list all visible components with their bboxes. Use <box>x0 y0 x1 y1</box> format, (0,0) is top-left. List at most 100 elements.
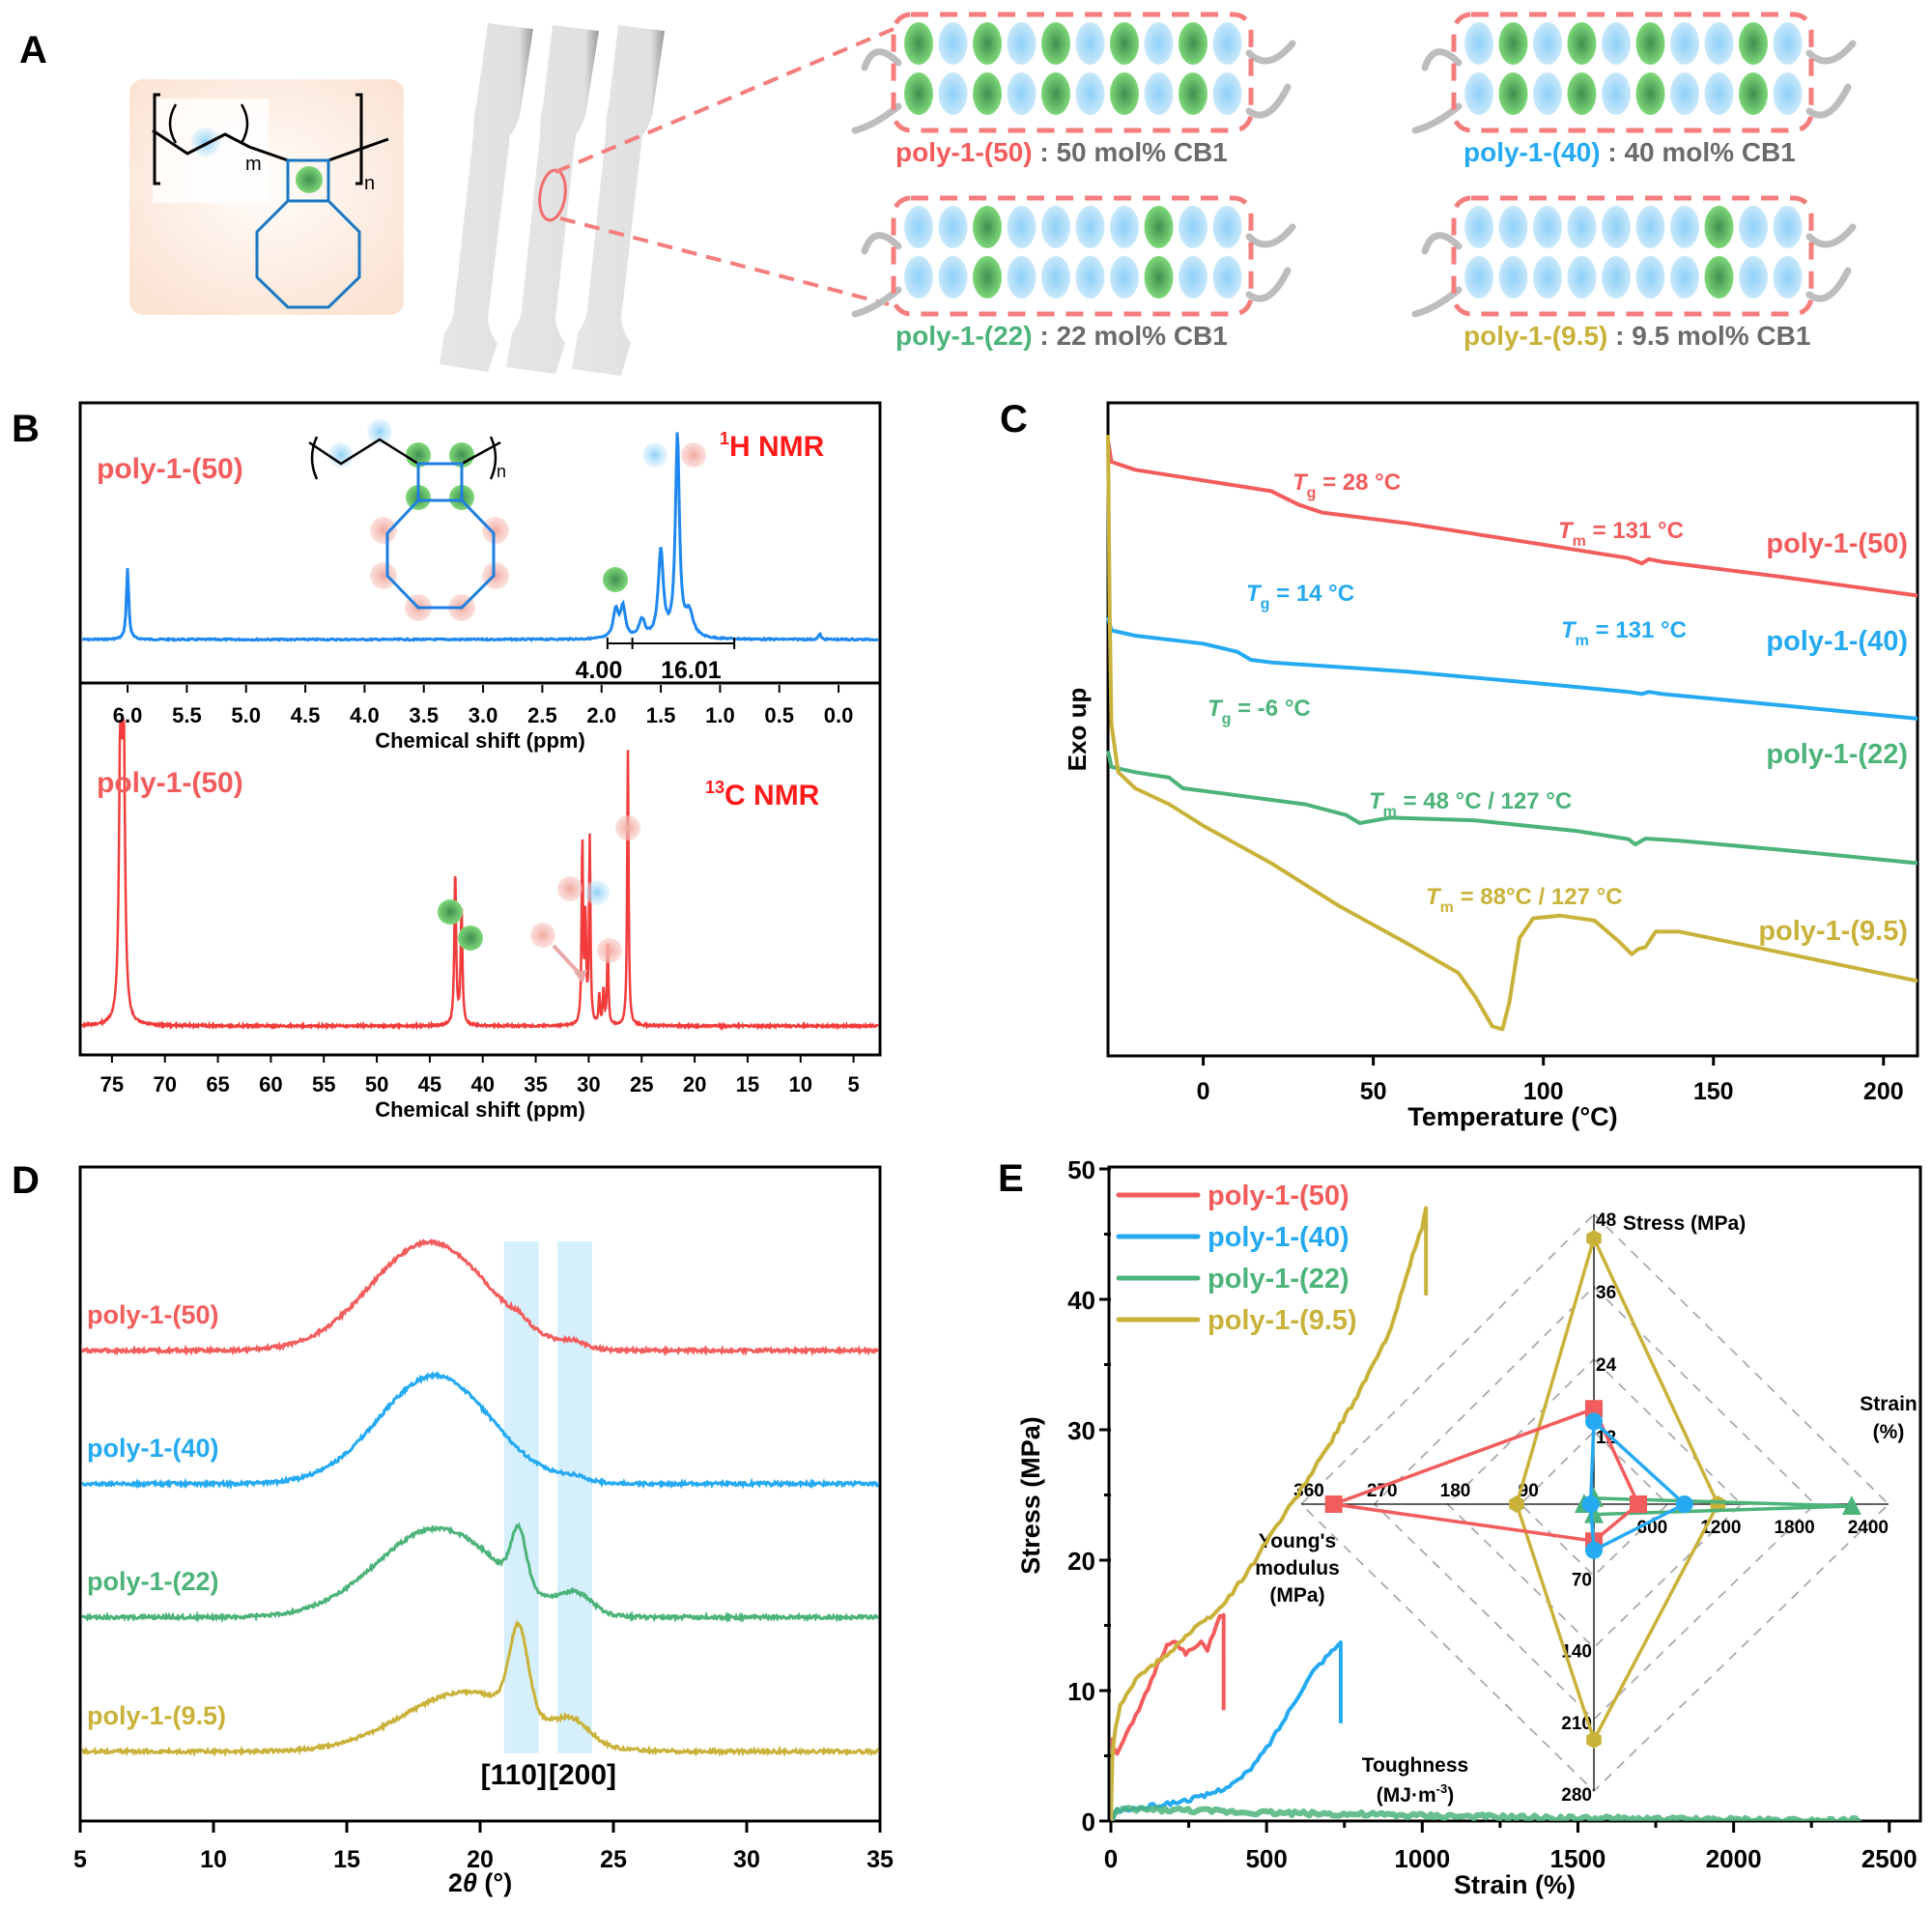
dsc-tm-annotation: Tm = 48 °C / 127 °C <box>1369 788 1572 820</box>
dsc-tg-annotation: Tg = -6 °C <box>1208 696 1311 727</box>
chain-desc: : 40 mol% CB1 <box>1601 137 1796 167</box>
cb1-unit-green <box>1567 22 1597 65</box>
chain-box-1: poly-1-(50) : 50 mol% CB1 <box>851 12 1296 167</box>
ethylene-unit-blue <box>1602 206 1631 248</box>
ethylene-unit-blue <box>1670 72 1699 115</box>
tg-subscript: g <box>1261 596 1270 612</box>
ethylene-unit-blue <box>1635 206 1665 248</box>
chain-name: poly-1-(40) <box>1463 137 1601 167</box>
ethylene-unit-blue <box>1075 72 1105 115</box>
chain-tail <box>861 232 902 255</box>
chain-tail <box>1411 286 1463 318</box>
integral-value-2: 16.01 <box>661 657 722 684</box>
c13-x-tick-label: 15 <box>736 1072 759 1096</box>
panel-c-dsc: 0 50 100 150 200 Temperature (°C) Exo up pol… <box>1063 401 1919 1131</box>
ethylene-unit-blue <box>904 256 933 299</box>
tm-value: = 48 °C / 127 °C <box>1397 788 1572 814</box>
ss-x-tick-label: 1000 <box>1394 1844 1450 1873</box>
cb1-unit-green <box>1567 72 1597 115</box>
dsc-series-label: poly-1-(40) <box>1766 626 1908 657</box>
radar-strain-axis-label: Strain <box>1860 1393 1918 1415</box>
tm-symbol: T <box>1561 617 1577 643</box>
radar-marker-poly-1-(40) <box>1585 1412 1603 1431</box>
ss-y-tick-label: 20 <box>1067 1547 1095 1576</box>
radar-toughness-tick: 140 <box>1561 1642 1592 1663</box>
cb1-unit-green <box>1179 22 1208 65</box>
chain-desc: : 22 mol% CB1 <box>1033 321 1228 351</box>
c13-x-tick-label: 60 <box>259 1072 282 1096</box>
tm-value: = 88°C / 127 °C <box>1454 884 1623 910</box>
dsc-tm-annotation: Tm = 131 °C <box>1558 518 1684 550</box>
ethylene-unit-blue <box>938 22 968 65</box>
h1-repeat-n: n <box>497 462 506 481</box>
panel-b-nmr: 4.00 16.01 6.0 5.5 5.0 4.5 4.0 3.5 3.0 2.5 2.0 1.5… <box>78 401 882 1122</box>
dsc-x-tick-label: 200 <box>1863 1078 1904 1105</box>
xrd-x-tick-label: 10 <box>200 1846 227 1873</box>
c13-marker-green-1 <box>438 899 463 925</box>
stress-strain-line-poly-1-(9.5) <box>1111 1206 1429 1821</box>
cb1-unit-green <box>1635 72 1665 115</box>
chain-tail <box>861 48 902 71</box>
c13-sample-label: poly-1-(50) <box>97 767 243 799</box>
tm-symbol: T <box>1369 788 1385 814</box>
ethylene-unit-blue <box>1704 72 1734 115</box>
cb1-unit-green <box>973 72 1002 115</box>
ss-y-tick-label: 40 <box>1067 1286 1095 1315</box>
c13-marker-green-2 <box>458 925 483 951</box>
h1-structure-inset: n <box>308 419 509 621</box>
h1-nmr-title: 1H NMR <box>720 429 825 463</box>
stress-strain-line-poly-1-(22) <box>1111 1805 1862 1821</box>
ethylene-unit-blue <box>1773 22 1803 65</box>
panel-a: m n poly-1-(50) : 50 mol% CB1 poly-1-(40)… <box>129 12 1857 376</box>
stress-strain-line-poly-1-(50) <box>1111 1612 1226 1756</box>
h1-marker-green <box>603 567 628 592</box>
radar-toughness-tick: 280 <box>1561 1785 1592 1806</box>
h1-marker-pink <box>681 442 706 468</box>
repeat-m-label: m <box>245 154 262 175</box>
cb1-unit-green <box>1179 72 1208 115</box>
h1-x-axis-title: Chemical shift (ppm) <box>375 728 585 753</box>
xrd-x-tick-label: 15 <box>333 1846 360 1873</box>
ss-x-tick-label: 0 <box>1104 1844 1118 1873</box>
dsc-line-poly-1-(22) <box>1106 750 1918 866</box>
chain-box-4: poly-1-(9.5) : 9.5 mol% CB1 <box>1411 195 1857 351</box>
ethylene-unit-blue <box>1075 206 1105 248</box>
cb1-unit-green <box>904 22 933 65</box>
panel-letter-b: B <box>12 408 40 450</box>
chain-label-3: poly-1-(22) : 22 mol% CB1 <box>895 321 1228 351</box>
dsc-tm-annotation: Tm = 131 °C <box>1561 617 1687 649</box>
radar-polygon-poly-1-(9.5) <box>1515 1237 1720 1742</box>
dsc-x-tick-label: 150 <box>1693 1078 1734 1105</box>
chain-tail <box>851 286 902 318</box>
cb1-unit-green <box>1041 72 1070 115</box>
radar-stress-tick: 48 <box>1596 1210 1616 1231</box>
chain-tail <box>1421 48 1463 71</box>
xrd-x-tick-label: 20 <box>467 1846 494 1873</box>
repeat-n-label: n <box>364 173 375 194</box>
c13-marker-pink-1 <box>557 876 582 901</box>
tm-value: = 131 °C <box>1589 617 1687 643</box>
chain-tail <box>1805 40 1857 65</box>
ethylene-unit-blue <box>1739 206 1768 248</box>
chain-tail <box>1805 83 1852 119</box>
h1-marker-blue <box>642 442 668 468</box>
cb1-unit-green <box>1498 72 1528 115</box>
radar-marker-poly-1-(9.5) <box>1586 1731 1602 1749</box>
radar-modulus-tick: 270 <box>1367 1481 1398 1501</box>
c13-x-tick-label: 10 <box>789 1072 812 1096</box>
panel-letter-c: C <box>1000 398 1028 441</box>
ss-x-tick-label: 500 <box>1245 1844 1287 1873</box>
ethylene-unit-blue <box>1704 22 1734 65</box>
ethylene-unit-blue <box>1602 22 1631 65</box>
ethylene-unit-blue <box>1739 256 1768 299</box>
c13-x-tick-label: 45 <box>418 1072 441 1096</box>
radar-modulus-axis-label-2: modulus <box>1255 1557 1340 1580</box>
nmr-frame <box>78 401 882 1057</box>
ss-x-tick-label: 1500 <box>1550 1844 1606 1873</box>
xrd-series-label: poly-1-(22) <box>87 1567 219 1596</box>
dsc-line-poly-1-(40) <box>1106 616 1918 721</box>
cb1-unit-green <box>1739 72 1768 115</box>
c13-x-tick-label: 35 <box>524 1072 547 1096</box>
h1-x-tick-label: 0.0 <box>824 703 854 727</box>
